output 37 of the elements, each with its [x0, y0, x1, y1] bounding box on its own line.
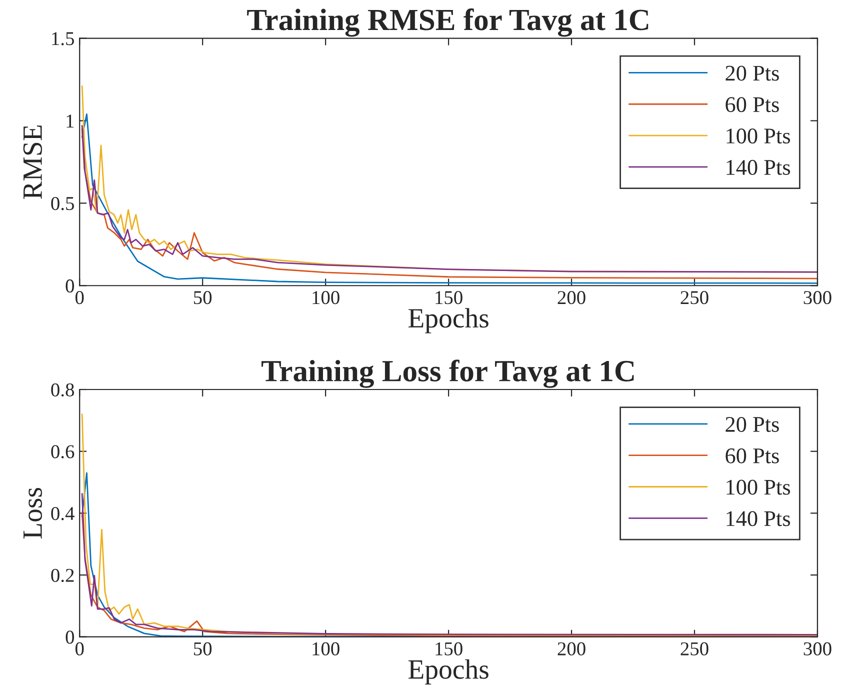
y-tick-label: 0.2 — [51, 568, 74, 582]
legend-label: 100 Pts — [726, 128, 790, 144]
legend-label: 60 Pts — [726, 448, 779, 464]
y-tick-label: 0.4 — [51, 506, 74, 520]
x-axis-title: Epochs — [408, 659, 488, 685]
x-tick-label: 250 — [680, 642, 708, 656]
y-axis-title: Loss — [24, 488, 42, 539]
x-tick-label: 150 — [436, 642, 462, 656]
y-tick-label: 0 — [66, 279, 74, 293]
x-tick-label: 200 — [558, 642, 586, 656]
x-tick-label: 0 — [75, 642, 84, 656]
y-tick-label: 0.6 — [51, 445, 74, 458]
y-tick-label: 0.5 — [51, 196, 74, 210]
legend-label: 20 Pts — [726, 66, 779, 81]
x-tick-label: 300 — [804, 642, 832, 656]
x-tick-label: 250 — [680, 291, 708, 304]
legend-label: 140 Pts — [726, 511, 790, 526]
y-tick-label: 1 — [66, 114, 74, 128]
x-tick-label: 300 — [804, 291, 832, 304]
x-axis-title: Epochs — [408, 308, 488, 334]
legend-label: 100 Pts — [726, 480, 790, 495]
x-tick-label: 50 — [194, 642, 212, 656]
y-tick-label: 0 — [66, 630, 74, 644]
x-tick-label: 100 — [312, 291, 340, 304]
legend-label: 60 Pts — [726, 97, 779, 112]
legend-label: 20 Pts — [726, 416, 779, 432]
x-tick-label: 50 — [194, 291, 212, 304]
x-tick-label: 100 — [312, 642, 340, 656]
x-tick-label: 0 — [75, 291, 84, 304]
y-tick-label: 1.5 — [52, 32, 74, 46]
x-tick-label: 150 — [436, 291, 462, 304]
y-axis-title: RMSE — [23, 126, 42, 199]
x-tick-label: 200 — [558, 291, 586, 304]
chart-title: Training Loss for Tavg at 1C — [262, 360, 634, 388]
chart-title: Training RMSE for Tavg at 1C — [247, 8, 648, 37]
legend-label: 140 Pts — [726, 160, 790, 175]
y-tick-label: 0.8 — [51, 383, 74, 397]
